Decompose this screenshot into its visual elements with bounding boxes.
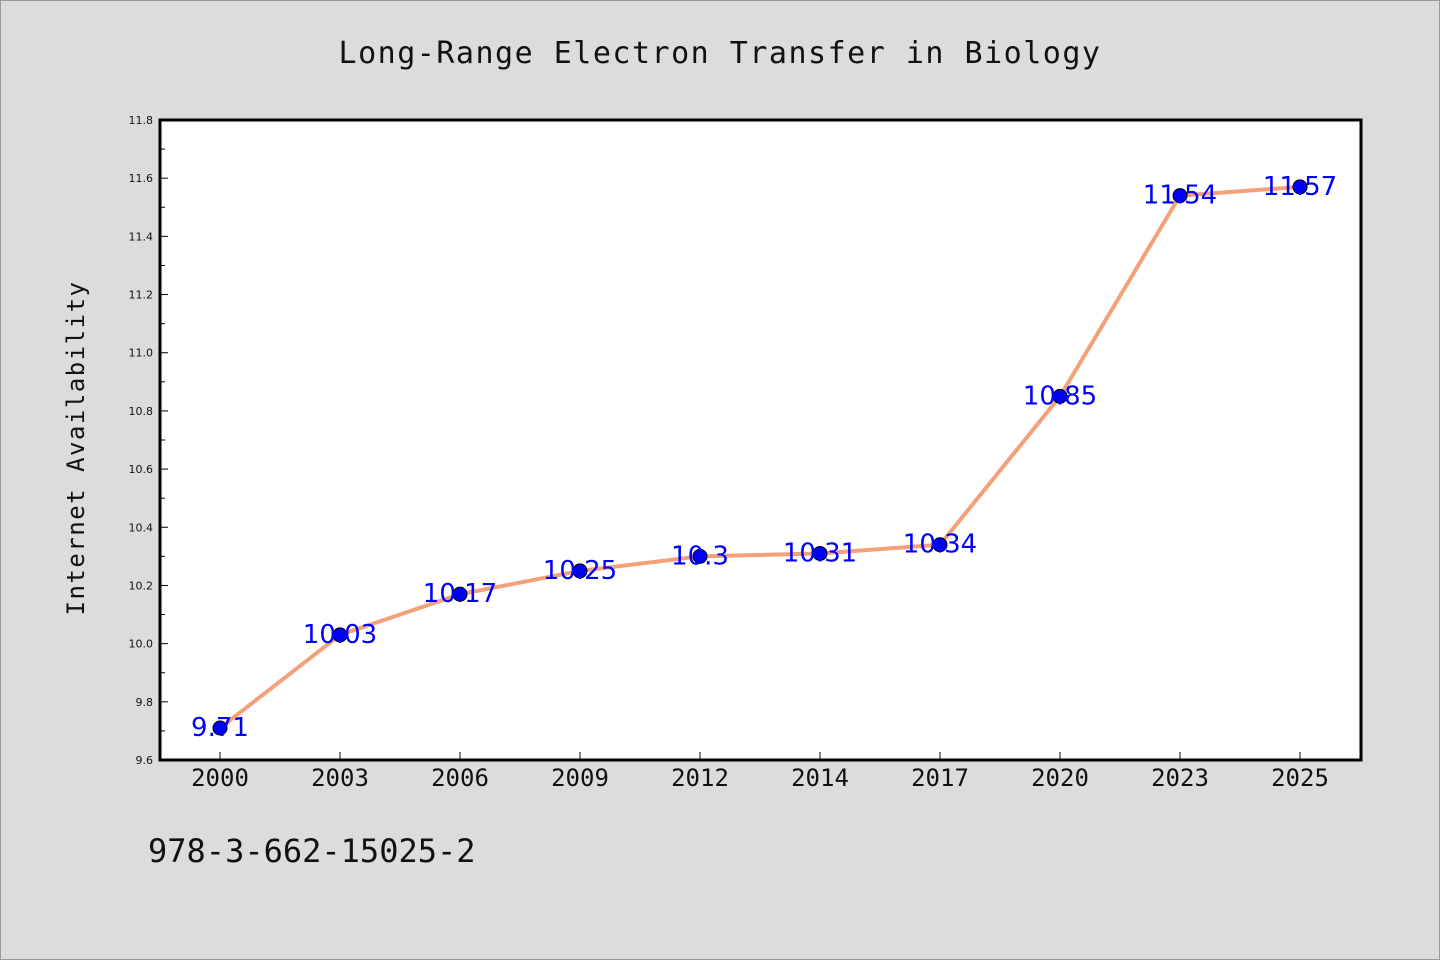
y-tick-label: 10.4: [129, 521, 154, 534]
data-label: 10.03: [303, 620, 377, 650]
data-point: [212, 720, 228, 736]
y-tick-label: 10.8: [129, 405, 154, 418]
y-tick-label: 10.0: [129, 638, 154, 651]
y-tick-label: 10.2: [129, 579, 154, 592]
y-tick-label: 9.6: [136, 754, 154, 767]
y-tick-label: 11.8: [129, 114, 154, 127]
data-point: [1172, 188, 1188, 204]
data-label: 11.54: [1143, 181, 1217, 211]
data-point: [692, 548, 708, 564]
y-tick-label: 9.8: [136, 696, 154, 709]
x-tick-label: 2025: [1271, 764, 1329, 792]
x-tick-label: 2006: [431, 764, 489, 792]
data-point: [452, 586, 468, 602]
data-label: 11.57: [1263, 172, 1337, 202]
data-label: 10.34: [903, 530, 977, 560]
data-point: [572, 563, 588, 579]
x-tick-label: 2017: [911, 764, 969, 792]
data-point: [332, 627, 348, 643]
y-axis-label: Internet Availability: [62, 281, 90, 616]
data-point: [812, 545, 828, 561]
data-label: 10.17: [423, 579, 497, 609]
data-label: 10.25: [543, 556, 617, 586]
isbn-text: 978-3-662-15025-2: [148, 832, 476, 870]
data-label: 9.71: [191, 713, 249, 743]
x-axis-ticks: 2000 2003 2006 2009 2012 2014 2017 2020 2023 2025: [191, 752, 1329, 792]
data-point: [1052, 388, 1068, 404]
series-group: 9.71 10.03 10.17 10.25 10.3 10.31 10.34 10.85 11…: [191, 172, 1337, 743]
y-tick-label: 11.4: [129, 230, 154, 243]
data-point: [1292, 179, 1308, 195]
x-tick-label: 2014: [791, 764, 849, 792]
x-tick-label: 2009: [551, 764, 609, 792]
y-tick-label: 11.2: [129, 289, 154, 302]
data-label: 10.3: [671, 541, 729, 571]
data-label: 10.85: [1023, 381, 1097, 411]
x-tick-label: 2012: [671, 764, 729, 792]
series-line: [218, 184, 1301, 730]
x-tick-label: 2000: [191, 764, 249, 792]
data-point: [932, 537, 948, 553]
y-tick-label: 10.6: [129, 463, 154, 476]
x-tick-label: 2003: [311, 764, 369, 792]
x-tick-label: 2023: [1151, 764, 1209, 792]
y-tick-label: 11.0: [129, 347, 154, 360]
x-tick-label: 2020: [1031, 764, 1089, 792]
y-tick-label: 11.6: [129, 172, 154, 185]
y-axis-ticks: 9.6 9.8 10.0 10.2 10.4 10.6 10.8 11.0 11.2 11.4 11…: [129, 114, 168, 767]
plot-area: [158, 118, 1363, 762]
chart-title: Long-Range Electron Transfer in Biology: [339, 36, 1102, 71]
data-label: 10.31: [783, 538, 857, 568]
